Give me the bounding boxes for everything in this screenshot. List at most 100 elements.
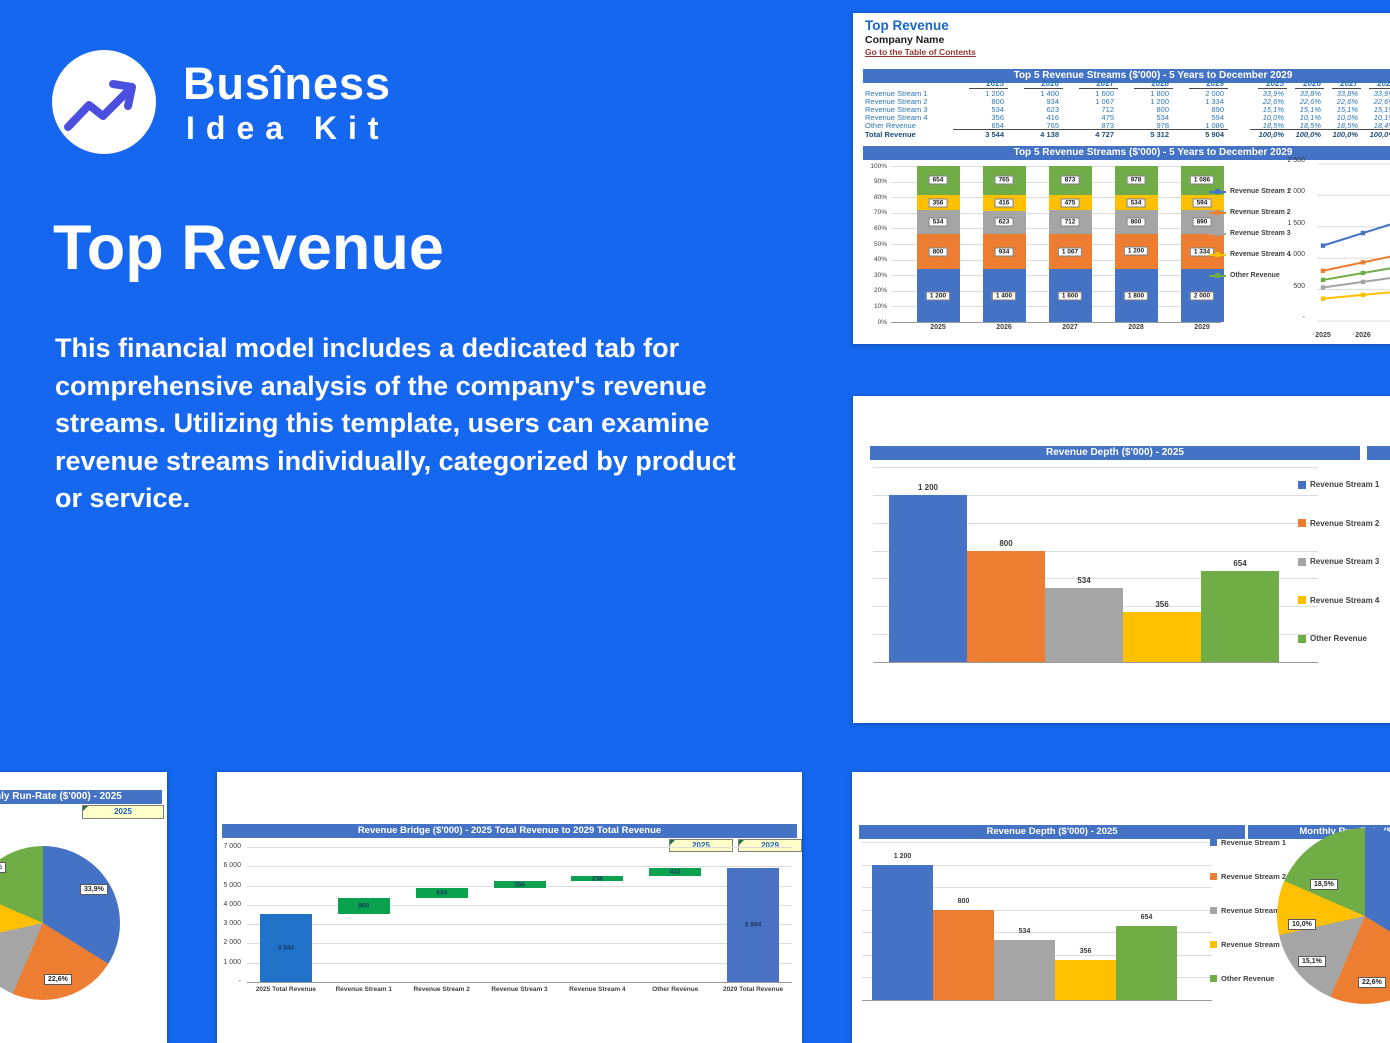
legend-label: Revenue Stream 2 (1310, 518, 1380, 528)
table-cell: 2026 (1024, 79, 1063, 89)
segment-value-label: 1 200 (1123, 246, 1149, 256)
table-cell: 33,8% (1336, 89, 1358, 98)
depth-bar (1123, 612, 1201, 662)
table-cell: 2028 (1134, 79, 1173, 89)
table-cell: 594 (1211, 113, 1224, 122)
table-cell: 15,1% (1336, 105, 1358, 114)
stacked-segment: 1 067 (1048, 233, 1092, 270)
table-cell: 416 (1046, 113, 1059, 122)
revenue-stream-4-legend-marker (1209, 251, 1226, 257)
legend-label: Revenue Stream 1 (1310, 480, 1380, 489)
svg-text:2026: 2026 (1355, 332, 1371, 339)
pie2-label-stream2: 22,6% (1358, 977, 1386, 988)
legend-label: Revenue Stream 2 (1221, 872, 1287, 881)
table-cell: 100,0% (1250, 129, 1287, 139)
bar-value-label: 654 (1233, 558, 1247, 568)
legend-label: Revenue Stream 1 (1230, 188, 1291, 195)
bar-value-label: 800 (957, 897, 970, 905)
table-cell: 5 312 (1118, 129, 1173, 139)
bar-value-label: 238 (591, 875, 603, 883)
panel-revenue-bridge: Revenue Bridge ($'000) - 2025 Total Reve… (217, 772, 802, 1043)
segment-value-label: 1 067 (1057, 247, 1083, 257)
table-cell: 978 (1156, 121, 1169, 130)
depth-bar-chart-small: 1 200 800 534 356 654 (862, 842, 1212, 1001)
pie-label-stream1: 33,9% (80, 884, 108, 895)
x-tick: 2025 Total Revenue (255, 986, 317, 993)
bar-value-label: 800 (358, 902, 370, 910)
bar-value-label: 356 (1155, 600, 1169, 610)
segment-value-label: 2 000 (1189, 291, 1215, 301)
table-cell: Revenue Stream 3 (865, 105, 928, 114)
table-cell: 654 (991, 121, 1004, 130)
table-row: Revenue Stream 4 356 416 475 534 594 10,0% 10,1… (865, 113, 1390, 122)
table-row: Revenue Stream 1 1 200 1 400 1 600 1 800 2 00… (865, 89, 1390, 98)
waterfall-bar: 534 (415, 887, 468, 899)
table-cell: 4 138 (1008, 129, 1063, 139)
table-cell: 15,1% (1373, 105, 1390, 114)
y-tick: 20% (873, 287, 887, 295)
table-cell: 1 334 (1205, 97, 1224, 106)
brand-name: Busîness (183, 58, 392, 109)
depth-legend: Revenue Stream 1 Revenue Stream 2 Revenue … (1298, 480, 1390, 660)
revenue-stream-3-legend-marker (1298, 557, 1306, 566)
table-cell: 18,5% (1299, 121, 1321, 130)
segment-value-label: 1 334 (1189, 247, 1215, 256)
waterfall-bar: 800 (337, 898, 390, 914)
revenue-stream-3-legend-marker (1209, 230, 1226, 236)
panel-bottom-right: Revenue Depth ($'000) - 2025 Monthly Run… (852, 772, 1390, 1043)
year-selector-cell[interactable]: 2025 (82, 805, 164, 819)
legend-item: Other Revenue (1298, 634, 1367, 643)
segment-value-label: 594 (1192, 198, 1212, 208)
pie2-label-stream3: 15,1% (1298, 956, 1326, 967)
table-row: Total Revenue 3 544 4 138 4 727 5 312 5 904 10… (865, 129, 1390, 139)
y-tick: 4 000 (223, 900, 241, 908)
bridge-x-axis: 2025 Total Revenue Revenue Stream 1 Revenu… (247, 986, 792, 998)
page-title: Top Revenue (53, 213, 444, 283)
revenue-stream-4-legend-marker (1210, 941, 1217, 948)
revenue-stream-1-legend-marker (1210, 839, 1217, 846)
stacked-segment: 623 (982, 210, 1026, 234)
table-cell: 475 (1101, 113, 1114, 122)
stacked-column: 873 475 712 1 067 1 600 (1048, 166, 1092, 322)
table-of-contents-link[interactable]: Go to the Table of Contents (865, 47, 976, 57)
legend-label: Revenue Stream 4 (1230, 251, 1291, 258)
pie-label-other: 18,5% (0, 862, 6, 873)
legend-item: Revenue Stream 2 (1210, 872, 1286, 881)
y-tick: 7 000 (223, 843, 241, 850)
y-tick: 90% (873, 178, 887, 186)
legend-label: Revenue Stream 3 (1230, 230, 1291, 237)
pie2-label-stream4: 10,0% (1288, 919, 1316, 930)
stacked-segment: 800 (916, 233, 960, 270)
stacked-column: 1 086 594 890 1 334 2 000 (1180, 166, 1224, 322)
table-cell: 800 (991, 97, 1004, 106)
gridline (873, 550, 1318, 552)
panel-top-sheet: Top Revenue Company Name Go to the Table… (853, 13, 1390, 344)
table-cell: 10,0% (1262, 113, 1284, 122)
table-cell: 22,6% (1299, 97, 1321, 106)
legend-item: Revenue Stream 3 (1209, 230, 1291, 237)
stacked-segment: 416 (982, 194, 1026, 211)
depth-bar (1201, 570, 1279, 662)
table-cell: 1 800 (1150, 89, 1169, 98)
streams-legend: Revenue Stream 1 Revenue Stream 2 Revenue … (1209, 188, 1301, 308)
segment-value-label: 1 400 (991, 291, 1017, 301)
bridge-to-selector-cell[interactable]: 2029 (738, 839, 802, 852)
bridge-from-selector-cell[interactable]: 2025 (669, 839, 733, 852)
y-tick: 3 000 (223, 920, 241, 928)
revenue-stream-2-legend-marker (1209, 209, 1226, 215)
table-cell: 1 086 (1205, 121, 1224, 130)
table-cell: 100,0% (1324, 129, 1361, 139)
table-cell: 765 (1046, 121, 1059, 130)
gridline (862, 932, 1212, 934)
table-cell: 1 200 (1150, 97, 1169, 106)
bar-value-label: 356 (1079, 947, 1092, 955)
y-tick: 100% (870, 162, 887, 170)
y-tick: 500 (1293, 282, 1305, 290)
depth-bar (1055, 959, 1116, 1000)
waterfall-bar: 5 904 (727, 868, 780, 982)
bridge-y-axis: 7 000 6 000 5 000 4 000 3 000 2 000 1 000 - (217, 842, 244, 992)
depth-chart-header-small: Revenue Depth ($'000) - 2025 (859, 825, 1245, 839)
table-cell: 1 600 (1095, 89, 1114, 98)
adjacent-header-fragment (1367, 446, 1390, 460)
